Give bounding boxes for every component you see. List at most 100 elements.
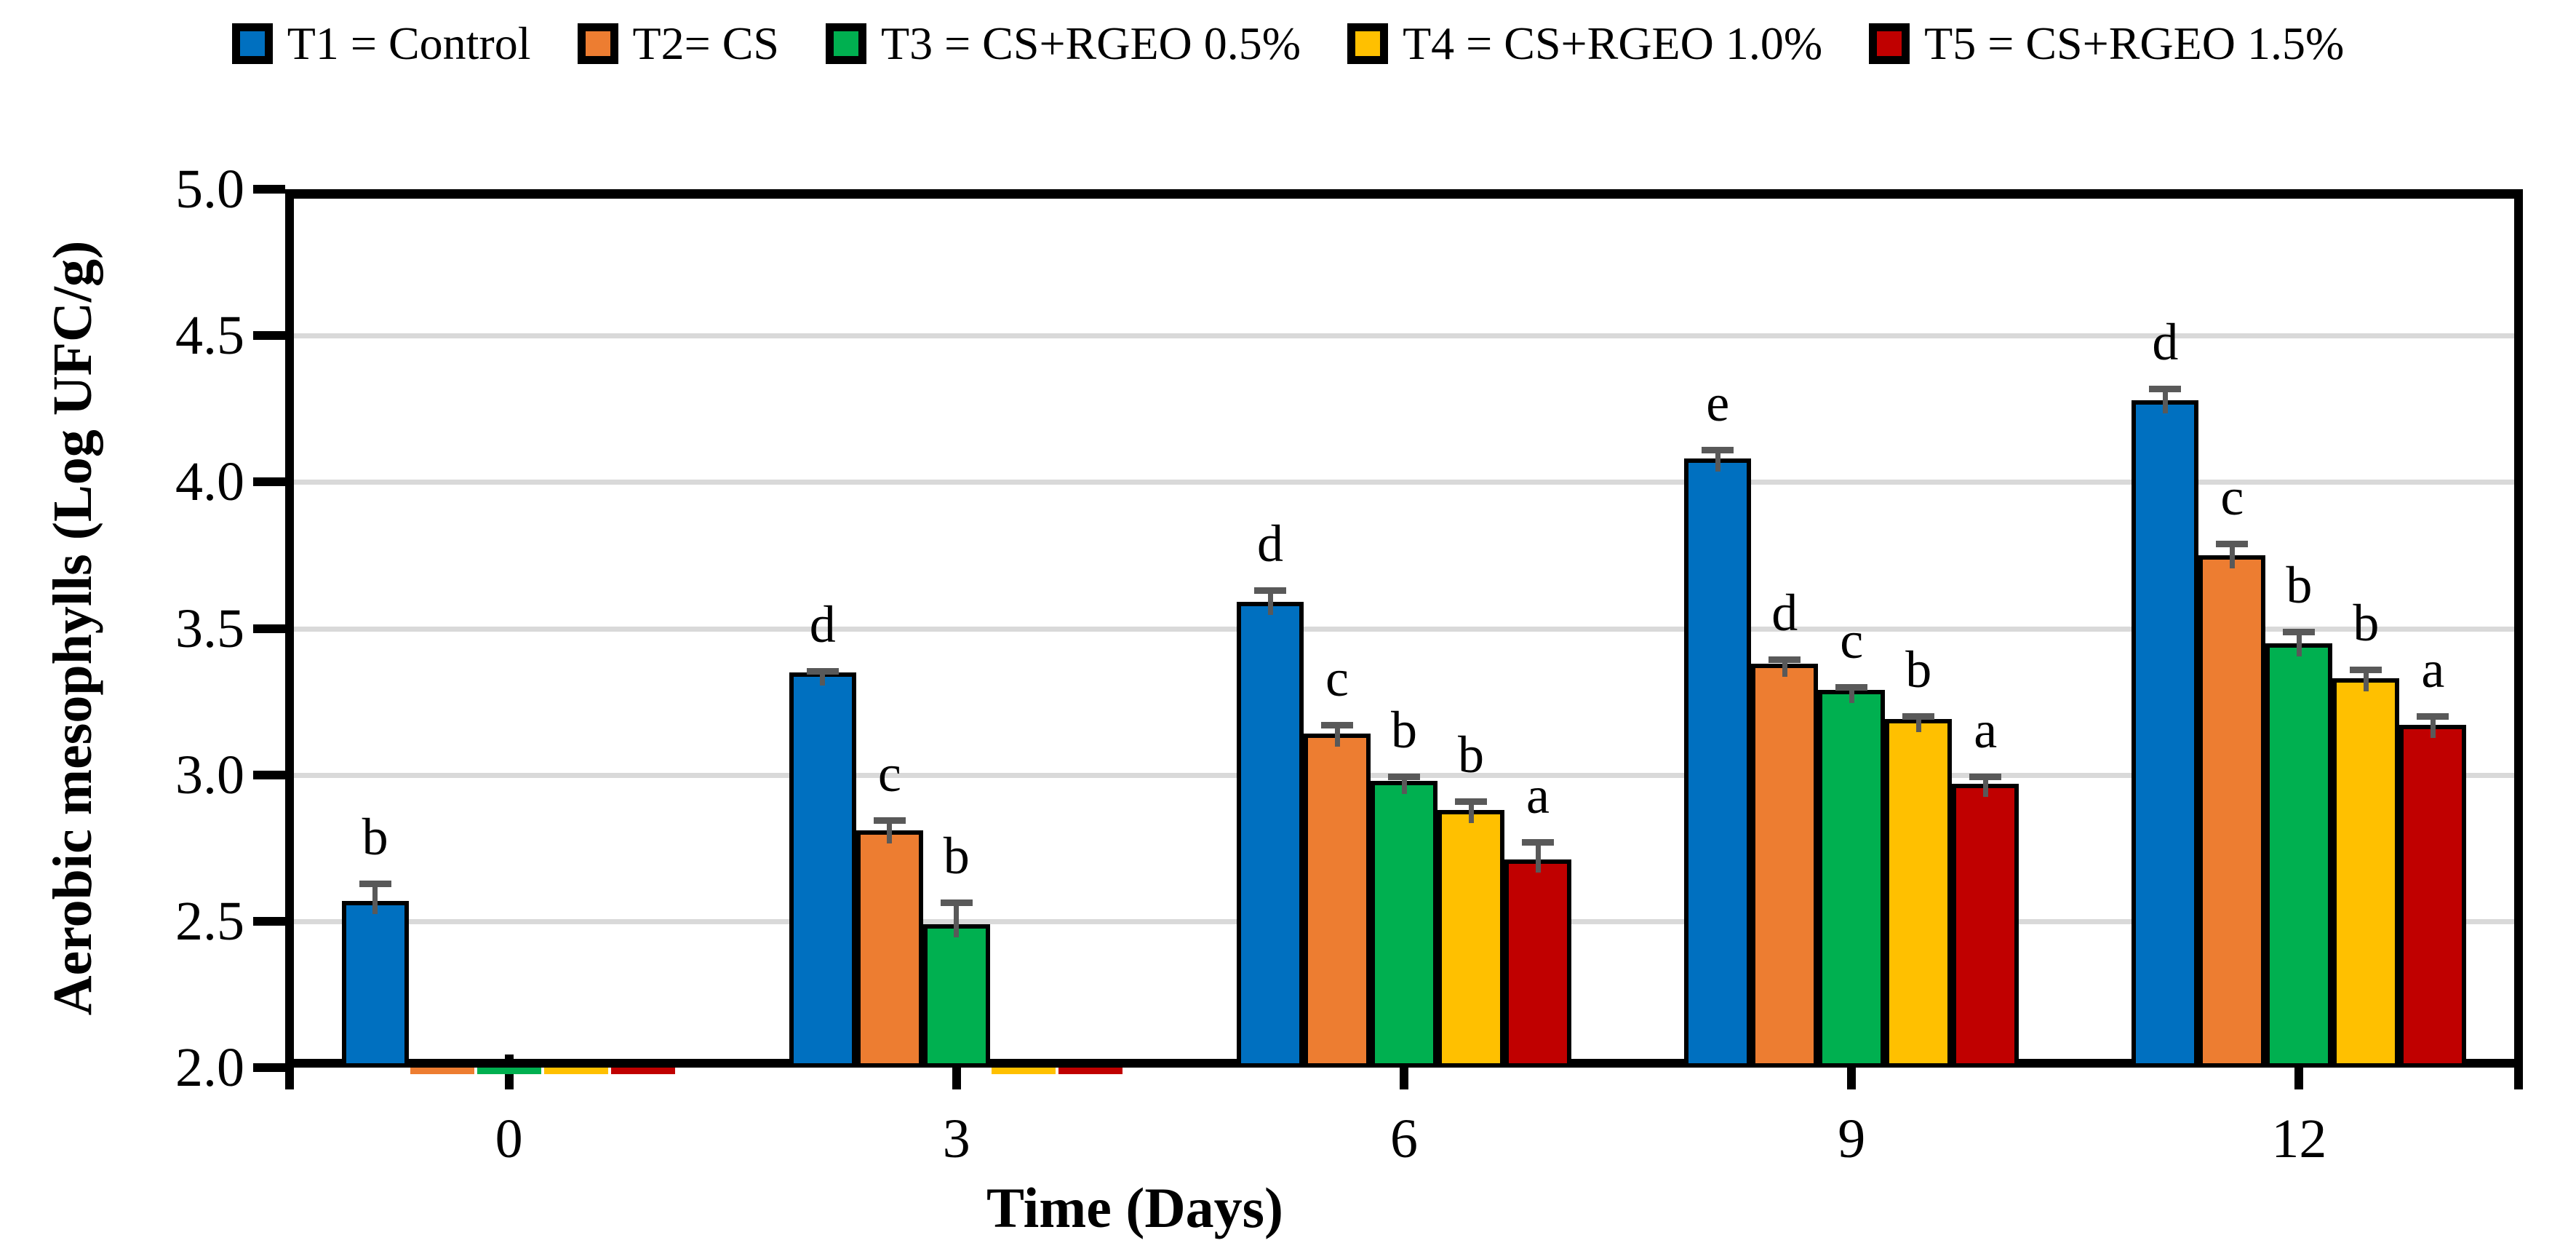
bar (856, 830, 923, 1068)
bar (1237, 602, 1304, 1068)
y-tick-label: 3.5 (175, 597, 244, 659)
error-bar-cap (1388, 773, 1420, 780)
error-bar-stem (1535, 839, 1541, 873)
error-bar-stem (1982, 773, 1988, 797)
error-bar-cap (806, 667, 839, 675)
bar (1504, 859, 1571, 1068)
error-bar-stem (887, 817, 893, 844)
legend-color-swatch (1869, 23, 1910, 64)
x-tick-label: 0 (495, 1108, 523, 1169)
error-bar-cap (1455, 798, 1487, 805)
y-axis-tick (253, 916, 285, 926)
legend-item: T1 = Control (231, 17, 531, 69)
baseline-bar (543, 1068, 608, 1074)
x-tick-label: 6 (1390, 1108, 1418, 1169)
error-bar-stem (1915, 713, 1921, 733)
gridline (285, 480, 2523, 485)
legend-color-swatch (1347, 23, 1389, 64)
legend-item: T5 = CS+RGEO 1.5% (1869, 20, 2344, 68)
x-tick-label: 3 (942, 1108, 970, 1169)
error-bar-cap (2350, 666, 2382, 673)
bar (2265, 643, 2333, 1068)
y-tick-label: 2.0 (175, 1037, 244, 1098)
significance-letter: c (1840, 611, 1864, 670)
error-bar-stem (372, 880, 378, 914)
plot-top-border (285, 189, 2523, 199)
significance-letter: e (1706, 374, 1730, 433)
baseline-bar (991, 1068, 1056, 1074)
error-bar-stem (2229, 540, 2235, 568)
error-bar-cap (873, 817, 906, 824)
x-axis-title: Time (Days) (986, 1176, 1283, 1239)
legend-label: T1 = Control (287, 17, 531, 69)
bar (341, 900, 409, 1068)
bar (922, 924, 990, 1068)
significance-letter: d (1257, 515, 1283, 573)
significance-letter: b (362, 807, 388, 866)
error-bar-cap (1321, 722, 1353, 729)
error-bar-cap (1835, 683, 1868, 691)
bar (1371, 780, 1437, 1068)
bar (1751, 663, 1819, 1068)
error-bar-stem (1849, 683, 1854, 703)
bar (2198, 555, 2266, 1068)
baseline-bar (610, 1068, 675, 1074)
bar (2332, 678, 2400, 1068)
y-axis-line (285, 189, 294, 1089)
y-tick-label: 5.0 (175, 159, 244, 220)
error-bar-stem (2296, 628, 2302, 656)
error-bar-stem (1782, 656, 1787, 677)
significance-letter: a (1526, 766, 1550, 825)
bar (1684, 458, 1752, 1068)
error-bar-cap (2283, 628, 2316, 635)
error-bar-stem (2162, 385, 2168, 413)
significance-letter: a (2421, 640, 2445, 699)
error-bar-cap (2149, 385, 2182, 392)
legend-label: T2= CS (632, 17, 779, 69)
significance-letter: c (2220, 467, 2244, 526)
legend-label: T5 = CS+RGEO 1.5% (1924, 17, 2345, 69)
significance-letter: b (943, 826, 970, 885)
significance-letter: b (2353, 593, 2380, 652)
error-bar-stem (2430, 713, 2436, 739)
significance-letter: a (1974, 700, 1998, 759)
significance-letter: d (1771, 583, 1798, 642)
error-bar-stem (820, 667, 826, 686)
significance-letter: b (2286, 555, 2313, 614)
significance-letter: d (2152, 312, 2179, 371)
legend-color-swatch (825, 23, 866, 64)
y-axis-tick (253, 770, 285, 779)
error-bar-stem (2363, 666, 2369, 691)
error-bar-cap (940, 899, 973, 906)
significance-letter: b (1458, 725, 1484, 784)
y-axis-tick (253, 477, 285, 487)
y-tick-label: 3.0 (175, 744, 244, 806)
error-bar-stem (1267, 587, 1273, 616)
significance-letter: d (809, 595, 836, 654)
error-bar-stem (1715, 447, 1720, 472)
error-bar-cap (1254, 587, 1286, 595)
error-bar-cap (2417, 713, 2449, 720)
y-axis-tick (253, 331, 285, 341)
significance-letter: c (877, 744, 901, 803)
chart-legend: T1 = Control T2= CS T3 = CS+RGEO 0.5% T4 = … (0, 16, 2576, 71)
legend-item: T2= CS (577, 17, 779, 69)
error-bar-cap (1768, 656, 1801, 663)
legend-item: T4 = CS+RGEO 1.0% (1347, 20, 1822, 68)
x-tick-label: 9 (1838, 1108, 1866, 1169)
y-axis-tick (253, 185, 285, 194)
y-axis-tick (253, 624, 285, 633)
error-bar-cap (1902, 713, 1935, 720)
legend-item: T3 = CS+RGEO 0.5% (825, 20, 1301, 68)
legend-color-swatch (231, 23, 273, 64)
x-tick-label: 12 (2271, 1108, 2327, 1169)
bar (1952, 783, 2019, 1068)
error-bar-stem (954, 899, 960, 937)
significance-letter: c (1325, 649, 1349, 708)
error-bar-cap (359, 880, 391, 887)
baseline-bar (1058, 1068, 1122, 1074)
y-axis-tick (253, 1063, 285, 1072)
significance-letter: b (1391, 700, 1417, 759)
plot-right-border (2514, 189, 2523, 1089)
